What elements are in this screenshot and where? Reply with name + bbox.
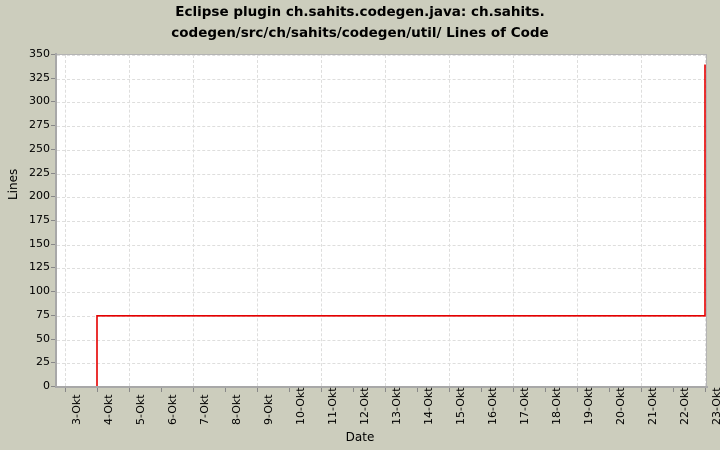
- x-tick-label: 16-Okt: [486, 387, 499, 425]
- y-tick-mark: [51, 291, 55, 293]
- x-tick-label: 14-Okt: [422, 387, 435, 425]
- y-tick-mark: [51, 125, 55, 127]
- x-tick-mark: [385, 388, 386, 392]
- x-tick-mark: [289, 388, 290, 392]
- x-tick-mark: [353, 388, 354, 392]
- y-tick-mark: [51, 267, 55, 269]
- x-tick-mark: [705, 388, 706, 392]
- y-tick-label: 125: [29, 260, 50, 274]
- series-line-lines-of-code: [96, 64, 706, 386]
- y-tick-mark: [51, 196, 55, 198]
- chart-title-line-1: Eclipse plugin ch.sahits.codegen.java: c…: [175, 4, 545, 20]
- x-tick-mark: [609, 388, 610, 392]
- x-tick-mark: [129, 388, 130, 392]
- x-tick-label: 23-Okt: [710, 387, 720, 425]
- x-tick-mark: [161, 388, 162, 392]
- x-tick-label: 12-Okt: [358, 387, 371, 425]
- y-tick-mark: [51, 243, 55, 245]
- y-tick-mark: [51, 386, 55, 387]
- x-tick-mark: [513, 388, 514, 392]
- y-tick-label: 250: [29, 141, 50, 155]
- x-tick-mark: [257, 388, 258, 392]
- x-tick-label: 22-Okt: [678, 387, 691, 425]
- x-tick-mark: [577, 388, 578, 392]
- y-tick-label: 225: [29, 165, 50, 179]
- x-tick-label: 18-Okt: [550, 387, 563, 425]
- x-tick-label: 20-Okt: [614, 387, 627, 425]
- x-axis-line: [55, 386, 708, 388]
- x-tick-label: 19-Okt: [582, 387, 595, 425]
- x-tick-mark: [545, 388, 546, 392]
- x-tick-label: 17-Okt: [518, 387, 531, 425]
- y-tick-mark: [51, 77, 55, 79]
- y-tick-label: 350: [29, 47, 50, 60]
- y-tick-mark: [51, 101, 55, 103]
- y-tick-label: 75: [36, 307, 50, 321]
- x-tick-label: 15-Okt: [454, 387, 467, 425]
- y-tick-label: 325: [29, 70, 50, 84]
- y-tick-label: 0: [43, 379, 50, 392]
- y-tick-mark: [51, 314, 55, 316]
- chart-title: Eclipse plugin ch.sahits.codegen.java: c…: [0, 2, 720, 44]
- x-tick-label: 3-Okt: [70, 394, 83, 425]
- x-tick-mark: [97, 388, 98, 392]
- y-axis-title: Lines: [6, 168, 20, 200]
- series-layer: [96, 64, 706, 386]
- x-tick-mark: [641, 388, 642, 392]
- y-tick-label: 300: [29, 94, 50, 108]
- plot-area: [57, 54, 707, 386]
- y-tick-label: 150: [29, 236, 50, 250]
- x-tick-mark: [673, 388, 674, 392]
- x-tick-mark: [481, 388, 482, 392]
- x-tick-label: 8-Okt: [230, 394, 243, 425]
- x-tick-mark: [321, 388, 322, 392]
- y-tick-mark: [51, 338, 55, 340]
- y-tick-mark: [51, 148, 55, 150]
- x-tick-label: 4-Okt: [102, 394, 115, 425]
- y-tick-label: 25: [36, 355, 50, 369]
- y-tick-mark: [51, 54, 55, 55]
- y-tick-mark: [51, 362, 55, 364]
- x-tick-mark: [449, 388, 450, 392]
- y-tick-label: 275: [29, 118, 50, 132]
- x-tick-label: 13-Okt: [390, 387, 403, 425]
- x-tick-label: 9-Okt: [262, 394, 275, 425]
- y-tick-label: 175: [29, 213, 50, 226]
- x-tick-label: 10-Okt: [294, 387, 307, 425]
- x-tick-label: 6-Okt: [166, 394, 179, 425]
- x-axis-title: Date: [345, 430, 375, 444]
- x-tick-mark: [417, 388, 418, 392]
- y-tick-mark: [51, 220, 55, 221]
- x-tick-label: 7-Okt: [198, 394, 211, 425]
- x-tick-mark: [65, 388, 66, 392]
- chart-title-line-2: codegen/src/ch/sahits/codegen/util/ Line…: [171, 25, 549, 41]
- y-tick-label: 50: [36, 331, 50, 345]
- x-tick-label: 21-Okt: [646, 387, 659, 425]
- y-tick-label: 100: [29, 284, 50, 298]
- x-tick-mark: [225, 388, 226, 392]
- x-tick-label: 5-Okt: [134, 394, 147, 425]
- x-tick-mark: [193, 388, 194, 392]
- y-axis-line: [55, 53, 57, 387]
- y-tick-mark: [51, 172, 55, 174]
- x-tick-label: 11-Okt: [326, 387, 339, 425]
- y-tick-label: 200: [29, 189, 50, 203]
